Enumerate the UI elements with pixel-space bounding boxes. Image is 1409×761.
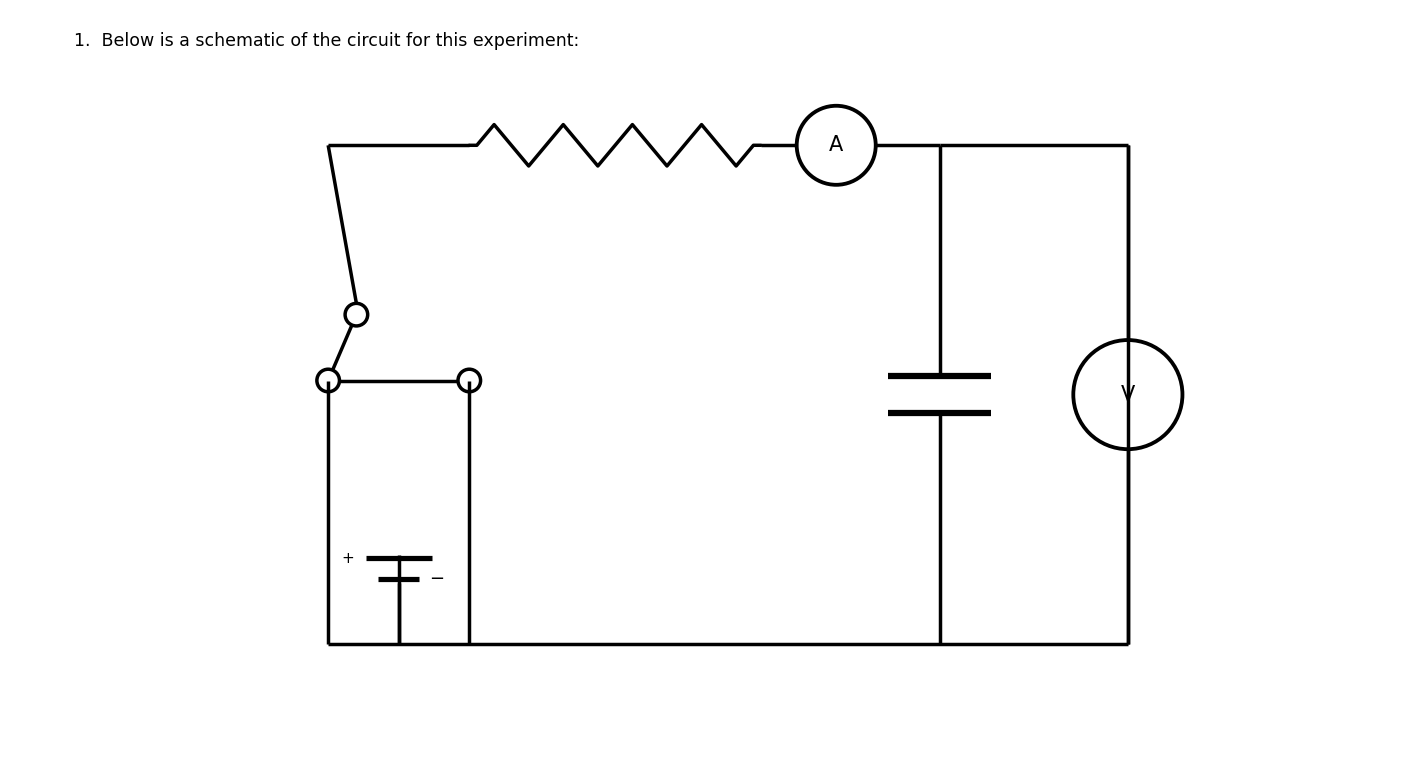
Text: V: V bbox=[1120, 384, 1136, 405]
Text: −: − bbox=[428, 570, 444, 588]
Text: 1.  Below is a schematic of the circuit for this experiment:: 1. Below is a schematic of the circuit f… bbox=[75, 33, 579, 50]
Text: A: A bbox=[828, 135, 844, 155]
Text: +: + bbox=[342, 551, 355, 566]
